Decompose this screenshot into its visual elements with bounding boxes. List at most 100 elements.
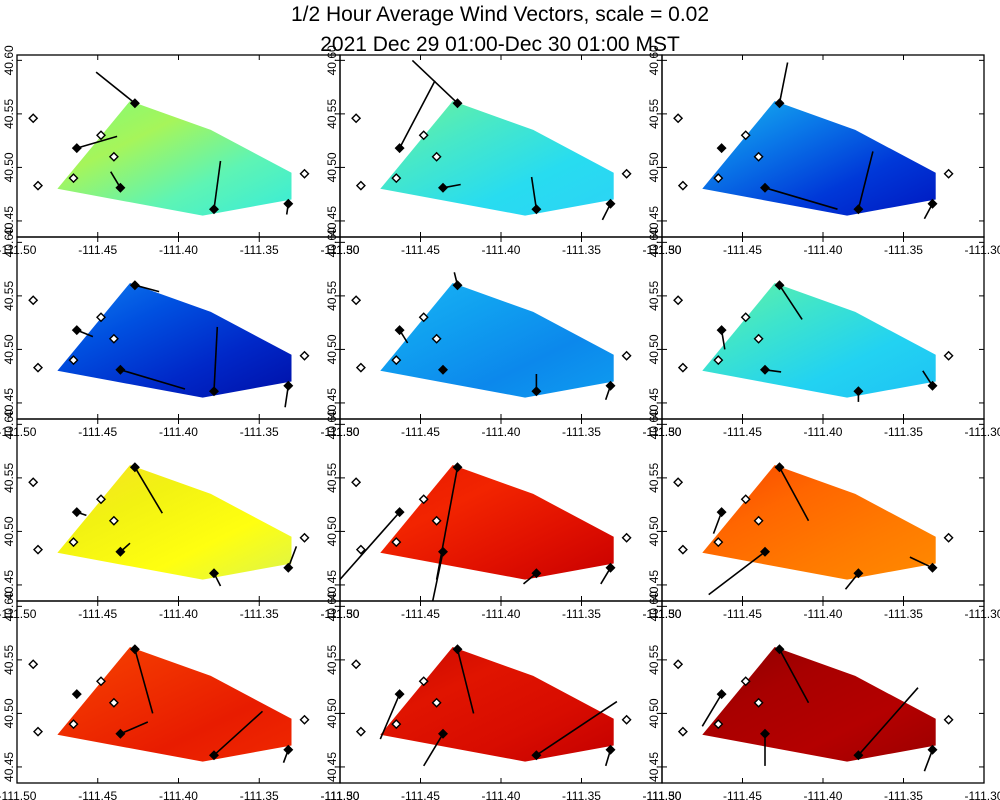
y-tick-label: 40.50 (647, 698, 661, 728)
station-marker (531, 750, 542, 761)
y-tick-label: 40.60 (325, 591, 339, 621)
station-marker (716, 689, 727, 700)
station-marker (68, 537, 79, 548)
station-marker (299, 532, 310, 543)
y-tick-label: 40.60 (325, 45, 339, 75)
wind-vector (535, 700, 618, 756)
x-tick-label: -111.50 (643, 789, 682, 800)
station-marker (28, 113, 39, 124)
station-marker (605, 198, 616, 209)
station-marker (740, 494, 751, 505)
station-marker (431, 333, 442, 344)
y-tick-label: 40.55 (647, 463, 661, 493)
station-marker (452, 280, 463, 291)
wind-vector (778, 62, 789, 104)
station-marker (531, 386, 542, 397)
y-tick-label: 40.50 (2, 698, 16, 728)
y-tick-label: 40.55 (647, 99, 661, 129)
panel-1: -111.50 -111.45 -111.40 -111.35 -111.3040.45… (0, 45, 360, 257)
wind-vector (778, 466, 810, 522)
station-marker (438, 728, 448, 739)
station-marker (438, 546, 448, 557)
y-tick-label: 40.45 (325, 388, 339, 418)
y-tick-label: 40.45 (2, 752, 16, 782)
x-tick-label: -111.45 (401, 607, 440, 621)
y-tick-label: 40.60 (647, 45, 661, 75)
wind-vector (398, 80, 436, 149)
y-tick-label: 40.60 (2, 227, 16, 257)
station-marker (774, 98, 785, 109)
panel-6-plot-area (673, 280, 954, 402)
wind-vector (95, 71, 136, 104)
y-tick-label: 40.55 (2, 281, 16, 311)
station-marker (71, 689, 82, 700)
y-tick-label: 40.45 (647, 388, 661, 418)
panel-6: -111.50 -111.45 -111.40 -111.35 -111.3040.45… (643, 227, 1000, 439)
y-tick-label: 40.55 (2, 99, 16, 129)
station-marker (943, 714, 954, 725)
x-tick-label: -111.50 (321, 789, 360, 800)
wind-vector (134, 284, 160, 293)
x-tick-label: -111.40 (482, 789, 521, 800)
y-tick-label: 40.50 (2, 152, 16, 182)
station-marker (355, 726, 366, 737)
station-marker (71, 507, 82, 518)
panel-2-plot-area (351, 59, 632, 221)
station-marker (351, 659, 362, 670)
station-marker (71, 325, 82, 336)
y-tick-label: 40.45 (647, 752, 661, 782)
y-tick-label: 40.45 (325, 206, 339, 236)
station-marker (716, 143, 727, 154)
station-marker (115, 728, 126, 739)
x-tick-label: -111.35 (240, 425, 279, 439)
station-marker (28, 295, 39, 306)
y-tick-label: 40.60 (2, 409, 16, 439)
station-marker (753, 697, 764, 708)
station-marker (391, 537, 402, 548)
station-marker (351, 113, 362, 124)
station-marker (355, 362, 366, 373)
wind-vector (701, 693, 723, 727)
x-tick-label: -111.45 (723, 243, 762, 257)
station-marker (753, 151, 764, 162)
station-marker (716, 325, 727, 336)
panel-10: -111.50 -111.45 -111.40 -111.35 -111.30 40.45… (0, 591, 360, 800)
x-tick-label: -111.35 (240, 789, 279, 800)
panel-10-plot-area (28, 644, 310, 763)
station-marker (108, 333, 119, 344)
station-marker (943, 168, 954, 179)
basin-fill (57, 465, 292, 580)
x-tick-label: -111.40 (804, 607, 843, 621)
station-marker (209, 204, 219, 215)
station-marker (115, 182, 126, 193)
station-marker (108, 151, 119, 162)
station-marker (713, 537, 724, 548)
y-tick-label: 40.60 (647, 227, 661, 257)
y-tick-label: 40.50 (325, 698, 339, 728)
basin-fill (702, 283, 936, 398)
x-tick-label: -111.40 (804, 425, 843, 439)
panel-1-plot-area (28, 71, 310, 216)
figure-subtitle: 2021 Dec 29 01:00-Dec 30 01:00 MST (320, 33, 680, 56)
y-tick-label: 40.60 (647, 409, 661, 439)
figure-title: 1/2 Hour Average Wind Vectors, scale = 0… (290, 3, 710, 26)
station-marker (299, 714, 310, 725)
panel-2: -111.50 -111.45 -111.40 -111.35 -111.3040.45… (321, 45, 682, 257)
wind-vector (120, 369, 186, 390)
x-tick-label: -111.45 (78, 789, 117, 800)
panel-3-plot-area (673, 62, 954, 220)
station-marker (283, 562, 294, 573)
station-marker (927, 562, 938, 573)
basin-fill (380, 465, 614, 580)
station-marker (760, 364, 770, 375)
station-marker (96, 312, 106, 323)
y-tick-label: 40.55 (325, 463, 339, 493)
wind-vector (456, 649, 475, 714)
x-tick-label: -111.50 (0, 243, 37, 257)
x-tick-label: -111.45 (401, 425, 440, 439)
y-tick-label: 40.45 (647, 206, 661, 236)
station-marker (391, 355, 402, 366)
station-marker (452, 462, 463, 473)
x-tick-label: -111.40 (804, 789, 843, 800)
